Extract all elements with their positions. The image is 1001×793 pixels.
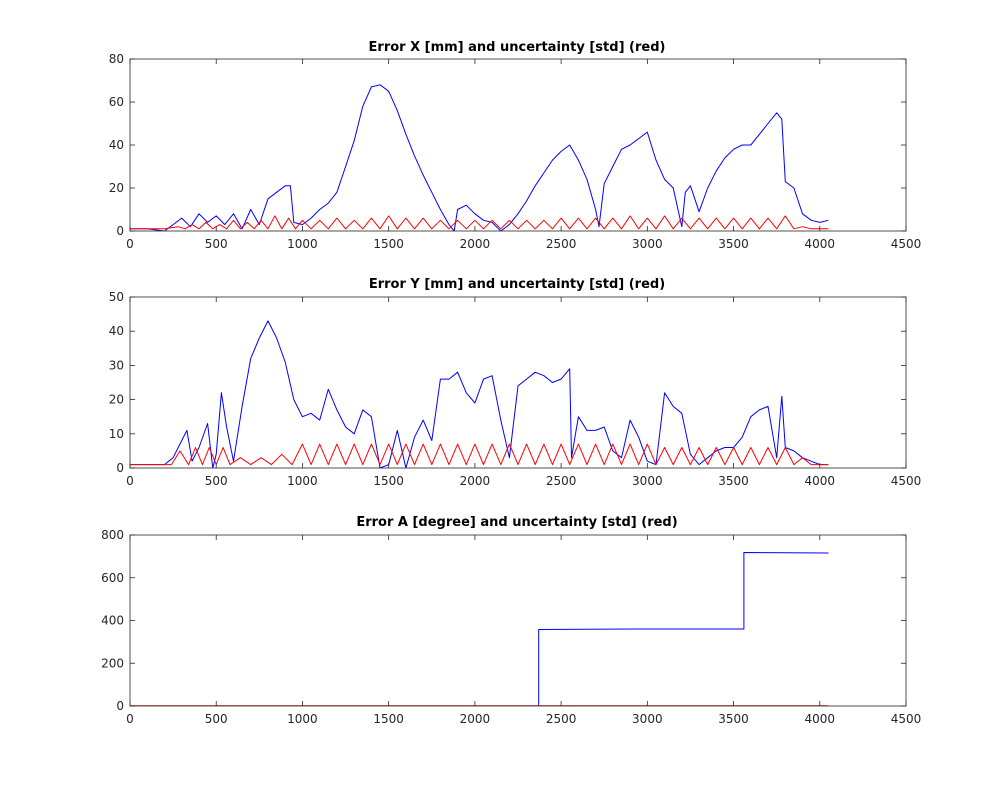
x-tick-label: 500 (205, 712, 228, 726)
x-tick-label: 2000 (460, 474, 491, 488)
y-tick-label: 800 (101, 528, 124, 542)
x-tick-label: 2500 (546, 474, 577, 488)
x-tick-label: 1000 (287, 474, 318, 488)
x-tick-label: 0 (126, 474, 134, 488)
x-tick-label: 3500 (718, 712, 749, 726)
x-tick-label: 4000 (805, 712, 836, 726)
series-group (130, 320, 829, 468)
y-tick-label: 0 (116, 224, 124, 238)
y-tick-label: 400 (101, 614, 124, 628)
axes-box (129, 58, 907, 232)
x-tick-label: 3500 (718, 474, 749, 488)
x-tick-label: 4500 (891, 712, 922, 726)
y-tick-label: 50 (109, 290, 124, 304)
x-tick-label: 4000 (805, 237, 836, 251)
x-tick-label: 4500 (891, 474, 922, 488)
x-tick-label: 500 (205, 474, 228, 488)
x-tick-label: 1500 (373, 474, 404, 488)
x-tick-label: 2000 (460, 712, 491, 726)
chart-title: Error Y [mm] and uncertainty [std] (red) (369, 277, 665, 292)
x-tick-label: 1000 (287, 712, 318, 726)
x-tick-label: 3000 (632, 237, 663, 251)
x-tick-label: 0 (126, 237, 134, 251)
y-tick-label: 10 (109, 427, 124, 441)
y-tick-label: 40 (109, 324, 124, 338)
series-group (130, 84, 829, 231)
x-tick-label: 2000 (460, 237, 491, 251)
error-line (130, 320, 829, 468)
chart-title: Error X [mm] and uncertainty [std] (red) (369, 40, 666, 55)
subplot-error-x: Error X [mm] and uncertainty [std] (red)… (109, 40, 922, 251)
error-line (130, 552, 829, 706)
x-tick-label: 4000 (805, 474, 836, 488)
x-tick-label: 4500 (891, 237, 922, 251)
x-tick-label: 2500 (546, 237, 577, 251)
axes-box (129, 296, 907, 469)
y-tick-label: 20 (109, 181, 124, 195)
y-tick-label: 0 (116, 699, 124, 713)
y-tick-label: 600 (101, 571, 124, 585)
x-tick-label: 1000 (287, 237, 318, 251)
x-tick-label: 2500 (546, 712, 577, 726)
series-group (130, 552, 829, 706)
y-tick-label: 60 (109, 95, 124, 109)
y-tick-label: 30 (109, 358, 124, 372)
x-tick-label: 3000 (632, 712, 663, 726)
x-tick-label: 1500 (373, 712, 404, 726)
y-tick-label: 200 (101, 656, 124, 670)
axes-box (129, 534, 907, 707)
chart-title: Error A [degree] and uncertainty [std] (… (356, 515, 677, 530)
subplot-error-y: Error Y [mm] and uncertainty [std] (red)… (109, 277, 922, 488)
uncertainty-line (130, 215, 829, 230)
error-line (130, 84, 829, 231)
x-tick-label: 3000 (632, 474, 663, 488)
x-tick-label: 0 (126, 712, 134, 726)
x-tick-label: 3500 (718, 237, 749, 251)
y-tick-label: 80 (109, 52, 124, 66)
y-tick-label: 20 (109, 393, 124, 407)
subplot-error-a: Error A [degree] and uncertainty [std] (… (101, 515, 921, 726)
y-tick-label: 40 (109, 138, 124, 152)
y-tick-label: 0 (116, 461, 124, 475)
x-tick-label: 500 (205, 237, 228, 251)
x-tick-label: 1500 (373, 237, 404, 251)
uncertainty-line (130, 443, 829, 466)
